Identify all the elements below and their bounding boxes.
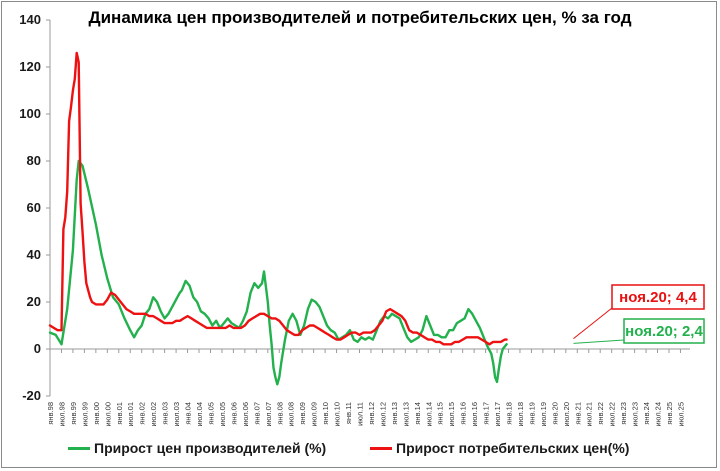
x-axis: янв.98 июл.98 янв.99 июл.99 янв.00 июл.00 янв.… bbox=[46, 348, 690, 426]
x-tick-label: июл.15 bbox=[447, 402, 456, 426]
x-tick-label: июл.08 bbox=[287, 402, 296, 426]
x-tick-label: янв.09 bbox=[298, 402, 307, 425]
x-tick-label: янв.12 bbox=[367, 402, 376, 425]
legend-swatch-producer bbox=[68, 446, 90, 450]
x-tick-label: янв.24 bbox=[642, 402, 651, 425]
x-tick-label: янв.13 bbox=[390, 402, 399, 425]
legend-swatch-consumer bbox=[370, 446, 392, 450]
x-tick-label: янв.05 bbox=[206, 402, 215, 425]
x-tick-label: июл.98 bbox=[57, 402, 66, 426]
x-tick-label: янв.98 bbox=[46, 402, 55, 425]
legend-label-consumer: Прирост потребительских цен(%) bbox=[396, 440, 630, 456]
annotation-box-producer bbox=[623, 318, 705, 344]
x-tick-label: июл.14 bbox=[424, 402, 433, 426]
x-tick-label: июл.11 bbox=[355, 402, 364, 426]
x-tick-label: июл.03 bbox=[172, 402, 181, 426]
y-tick-label: 20 bbox=[27, 294, 41, 309]
x-tick-label: янв.06 bbox=[229, 402, 238, 425]
x-tick-label: июл.06 bbox=[241, 402, 250, 426]
x-tick-label: июл.17 bbox=[493, 402, 502, 426]
x-tick-label: янв.08 bbox=[275, 402, 284, 425]
x-tick-label: июл.20 bbox=[562, 402, 571, 426]
x-tick-label: июл.21 bbox=[585, 402, 594, 426]
series-line-consumer bbox=[48, 51, 508, 346]
x-tick-label: янв.25 bbox=[665, 402, 674, 425]
annotation-layer: ноя.20; 4,4 ноя.20; 2,4 bbox=[573, 284, 705, 344]
x-tick-label: янв.99 bbox=[69, 402, 78, 425]
x-tick-label: янв.00 bbox=[92, 402, 101, 425]
x-tick-label: янв.10 bbox=[321, 402, 330, 425]
x-tick-label: июл.25 bbox=[676, 402, 685, 426]
legend-label-producer: Прирост цен производителей (%) bbox=[94, 440, 327, 456]
x-tick-label: янв.01 bbox=[115, 402, 124, 425]
x-tick-label: янв.11 bbox=[344, 402, 353, 424]
annotation-leader-producer bbox=[573, 339, 625, 344]
x-tick-label: июл.13 bbox=[401, 402, 410, 426]
annotation-label-producer: ноя.20; 2,4 bbox=[625, 323, 703, 340]
x-tick-label: июл.24 bbox=[654, 402, 663, 426]
x-tick-label: июл.99 bbox=[80, 402, 89, 426]
x-tick-label: янв.15 bbox=[436, 402, 445, 425]
x-tick-label: янв.19 bbox=[527, 402, 536, 425]
x-tick-label: янв.07 bbox=[252, 402, 261, 425]
x-tick-label: июл.19 bbox=[539, 402, 548, 426]
x-tick-label: июл.09 bbox=[310, 402, 319, 426]
x-tick-label: янв.04 bbox=[184, 402, 193, 425]
y-tick-label: 120 bbox=[19, 59, 41, 74]
annotation-leader-consumer bbox=[573, 307, 613, 340]
x-tick-label: янв.21 bbox=[573, 402, 582, 425]
x-tick-label: июл.07 bbox=[264, 402, 273, 426]
x-tick-label: июл.10 bbox=[333, 402, 342, 426]
y-tick-label: 80 bbox=[27, 153, 41, 168]
x-tick-label: янв.03 bbox=[161, 402, 170, 425]
x-tick-label: июл.16 bbox=[470, 402, 479, 426]
x-tick-label: янв.16 bbox=[459, 402, 468, 425]
series-layer bbox=[48, 51, 508, 386]
x-tick-label: июл.12 bbox=[378, 402, 387, 426]
chart-title: Динамика цен производителей и потребител… bbox=[88, 8, 632, 27]
y-axis: 140 120 100 80 60 40 20 0 -20 bbox=[19, 12, 51, 403]
x-tick-label: июл.18 bbox=[516, 402, 525, 426]
x-tick-label: июл.05 bbox=[218, 402, 227, 426]
y-tick-label: 60 bbox=[27, 200, 41, 215]
x-tick-label: июл.04 bbox=[195, 402, 204, 426]
x-tick-label: июл.01 bbox=[126, 402, 135, 426]
x-tick-label: июл.23 bbox=[631, 402, 640, 426]
x-tick-label: июл.22 bbox=[608, 402, 617, 426]
y-tick-label: -20 bbox=[22, 388, 41, 403]
y-tick-label: 100 bbox=[19, 106, 41, 121]
annotation-box-consumer bbox=[611, 284, 705, 310]
annotation-label-consumer: ноя.20; 4,4 bbox=[619, 289, 697, 306]
y-tick-label: 0 bbox=[34, 341, 41, 356]
legend-item-consumer: Прирост потребительских цен(%) bbox=[370, 440, 629, 456]
x-tick-label: янв.14 bbox=[413, 402, 422, 425]
x-tick-label: июл.02 bbox=[149, 402, 158, 426]
x-tick-label: янв.02 bbox=[138, 402, 147, 425]
x-tick-label: янв.17 bbox=[482, 402, 491, 425]
x-tick-label: янв.23 bbox=[619, 402, 628, 425]
x-tick-label: янв.20 bbox=[550, 402, 559, 425]
legend-item-producer: Прирост цен производителей (%) bbox=[68, 440, 326, 456]
x-tick-label: июл.00 bbox=[103, 402, 112, 426]
y-tick-label: 40 bbox=[27, 247, 41, 262]
x-tick-label: янв.18 bbox=[505, 402, 514, 425]
x-tick-label: янв.22 bbox=[596, 402, 605, 425]
y-tick-label: 140 bbox=[19, 12, 41, 27]
